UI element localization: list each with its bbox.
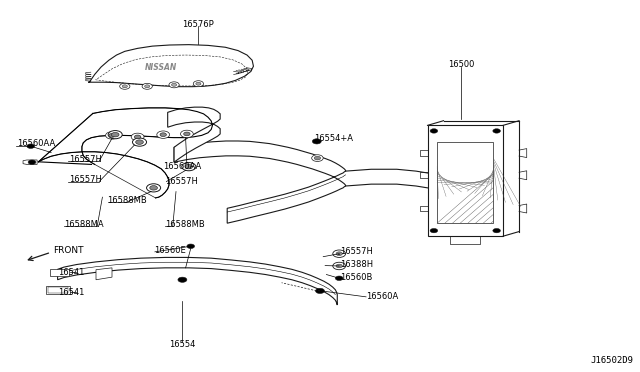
Circle shape [142,83,152,89]
Text: 16588MA: 16588MA [64,220,104,229]
Circle shape [185,164,193,169]
Text: 16388H: 16388H [340,260,374,269]
Circle shape [312,155,323,161]
Circle shape [430,228,438,233]
Text: 16541: 16541 [58,288,84,296]
Circle shape [132,138,147,146]
Text: 16557H: 16557H [69,175,102,184]
Circle shape [111,132,119,137]
Circle shape [150,186,157,190]
Circle shape [196,82,201,85]
Polygon shape [168,107,220,162]
Bar [437,142,493,223]
Circle shape [493,228,500,233]
Text: 16560B: 16560B [340,273,373,282]
Text: 16576P: 16576P [182,20,214,29]
Circle shape [193,81,204,87]
Polygon shape [88,45,253,87]
Circle shape [157,131,170,138]
Circle shape [120,83,130,89]
Text: 16588MB: 16588MB [165,220,205,229]
Text: 16560A: 16560A [366,292,398,301]
Circle shape [160,133,166,137]
Text: 16560AA: 16560AA [17,139,55,148]
Circle shape [109,134,115,137]
FancyBboxPatch shape [48,287,68,293]
Circle shape [333,262,346,270]
Circle shape [169,82,179,88]
Text: 16557H: 16557H [69,155,102,164]
Text: 16554: 16554 [169,340,196,349]
Text: 16588MB: 16588MB [108,196,147,205]
Circle shape [106,132,118,139]
Text: 16560E: 16560E [154,246,186,255]
Circle shape [147,184,161,192]
Circle shape [27,144,35,148]
Circle shape [131,133,144,141]
Text: 16554+A: 16554+A [314,134,353,143]
Circle shape [430,129,438,133]
Text: 16557H: 16557H [165,177,198,186]
Text: 16500: 16500 [447,60,474,69]
Circle shape [336,264,342,268]
Text: 16541: 16541 [58,268,84,277]
Circle shape [180,130,193,138]
Polygon shape [38,108,212,198]
Circle shape [336,252,342,256]
Circle shape [145,85,150,88]
Circle shape [122,85,127,88]
Circle shape [314,156,321,160]
Text: 16557H: 16557H [340,247,373,256]
Circle shape [333,250,346,257]
Circle shape [178,277,187,282]
Circle shape [172,83,177,86]
Bar [428,125,503,236]
Text: NISSAN: NISSAN [145,63,177,72]
Circle shape [187,244,195,248]
Circle shape [184,132,190,136]
Circle shape [335,276,343,280]
Circle shape [28,160,36,164]
FancyBboxPatch shape [50,269,69,276]
Circle shape [312,139,321,144]
Circle shape [316,288,324,294]
Circle shape [136,140,143,144]
Circle shape [493,129,500,133]
Polygon shape [58,257,337,305]
Circle shape [182,163,196,171]
Text: J16502D9: J16502D9 [591,356,634,365]
FancyBboxPatch shape [46,286,70,294]
Circle shape [108,131,122,139]
Text: FRONT: FRONT [53,246,84,255]
Polygon shape [96,268,112,280]
Circle shape [134,135,141,139]
Polygon shape [174,141,346,223]
Polygon shape [23,160,37,164]
Text: 16560AA: 16560AA [163,162,202,171]
